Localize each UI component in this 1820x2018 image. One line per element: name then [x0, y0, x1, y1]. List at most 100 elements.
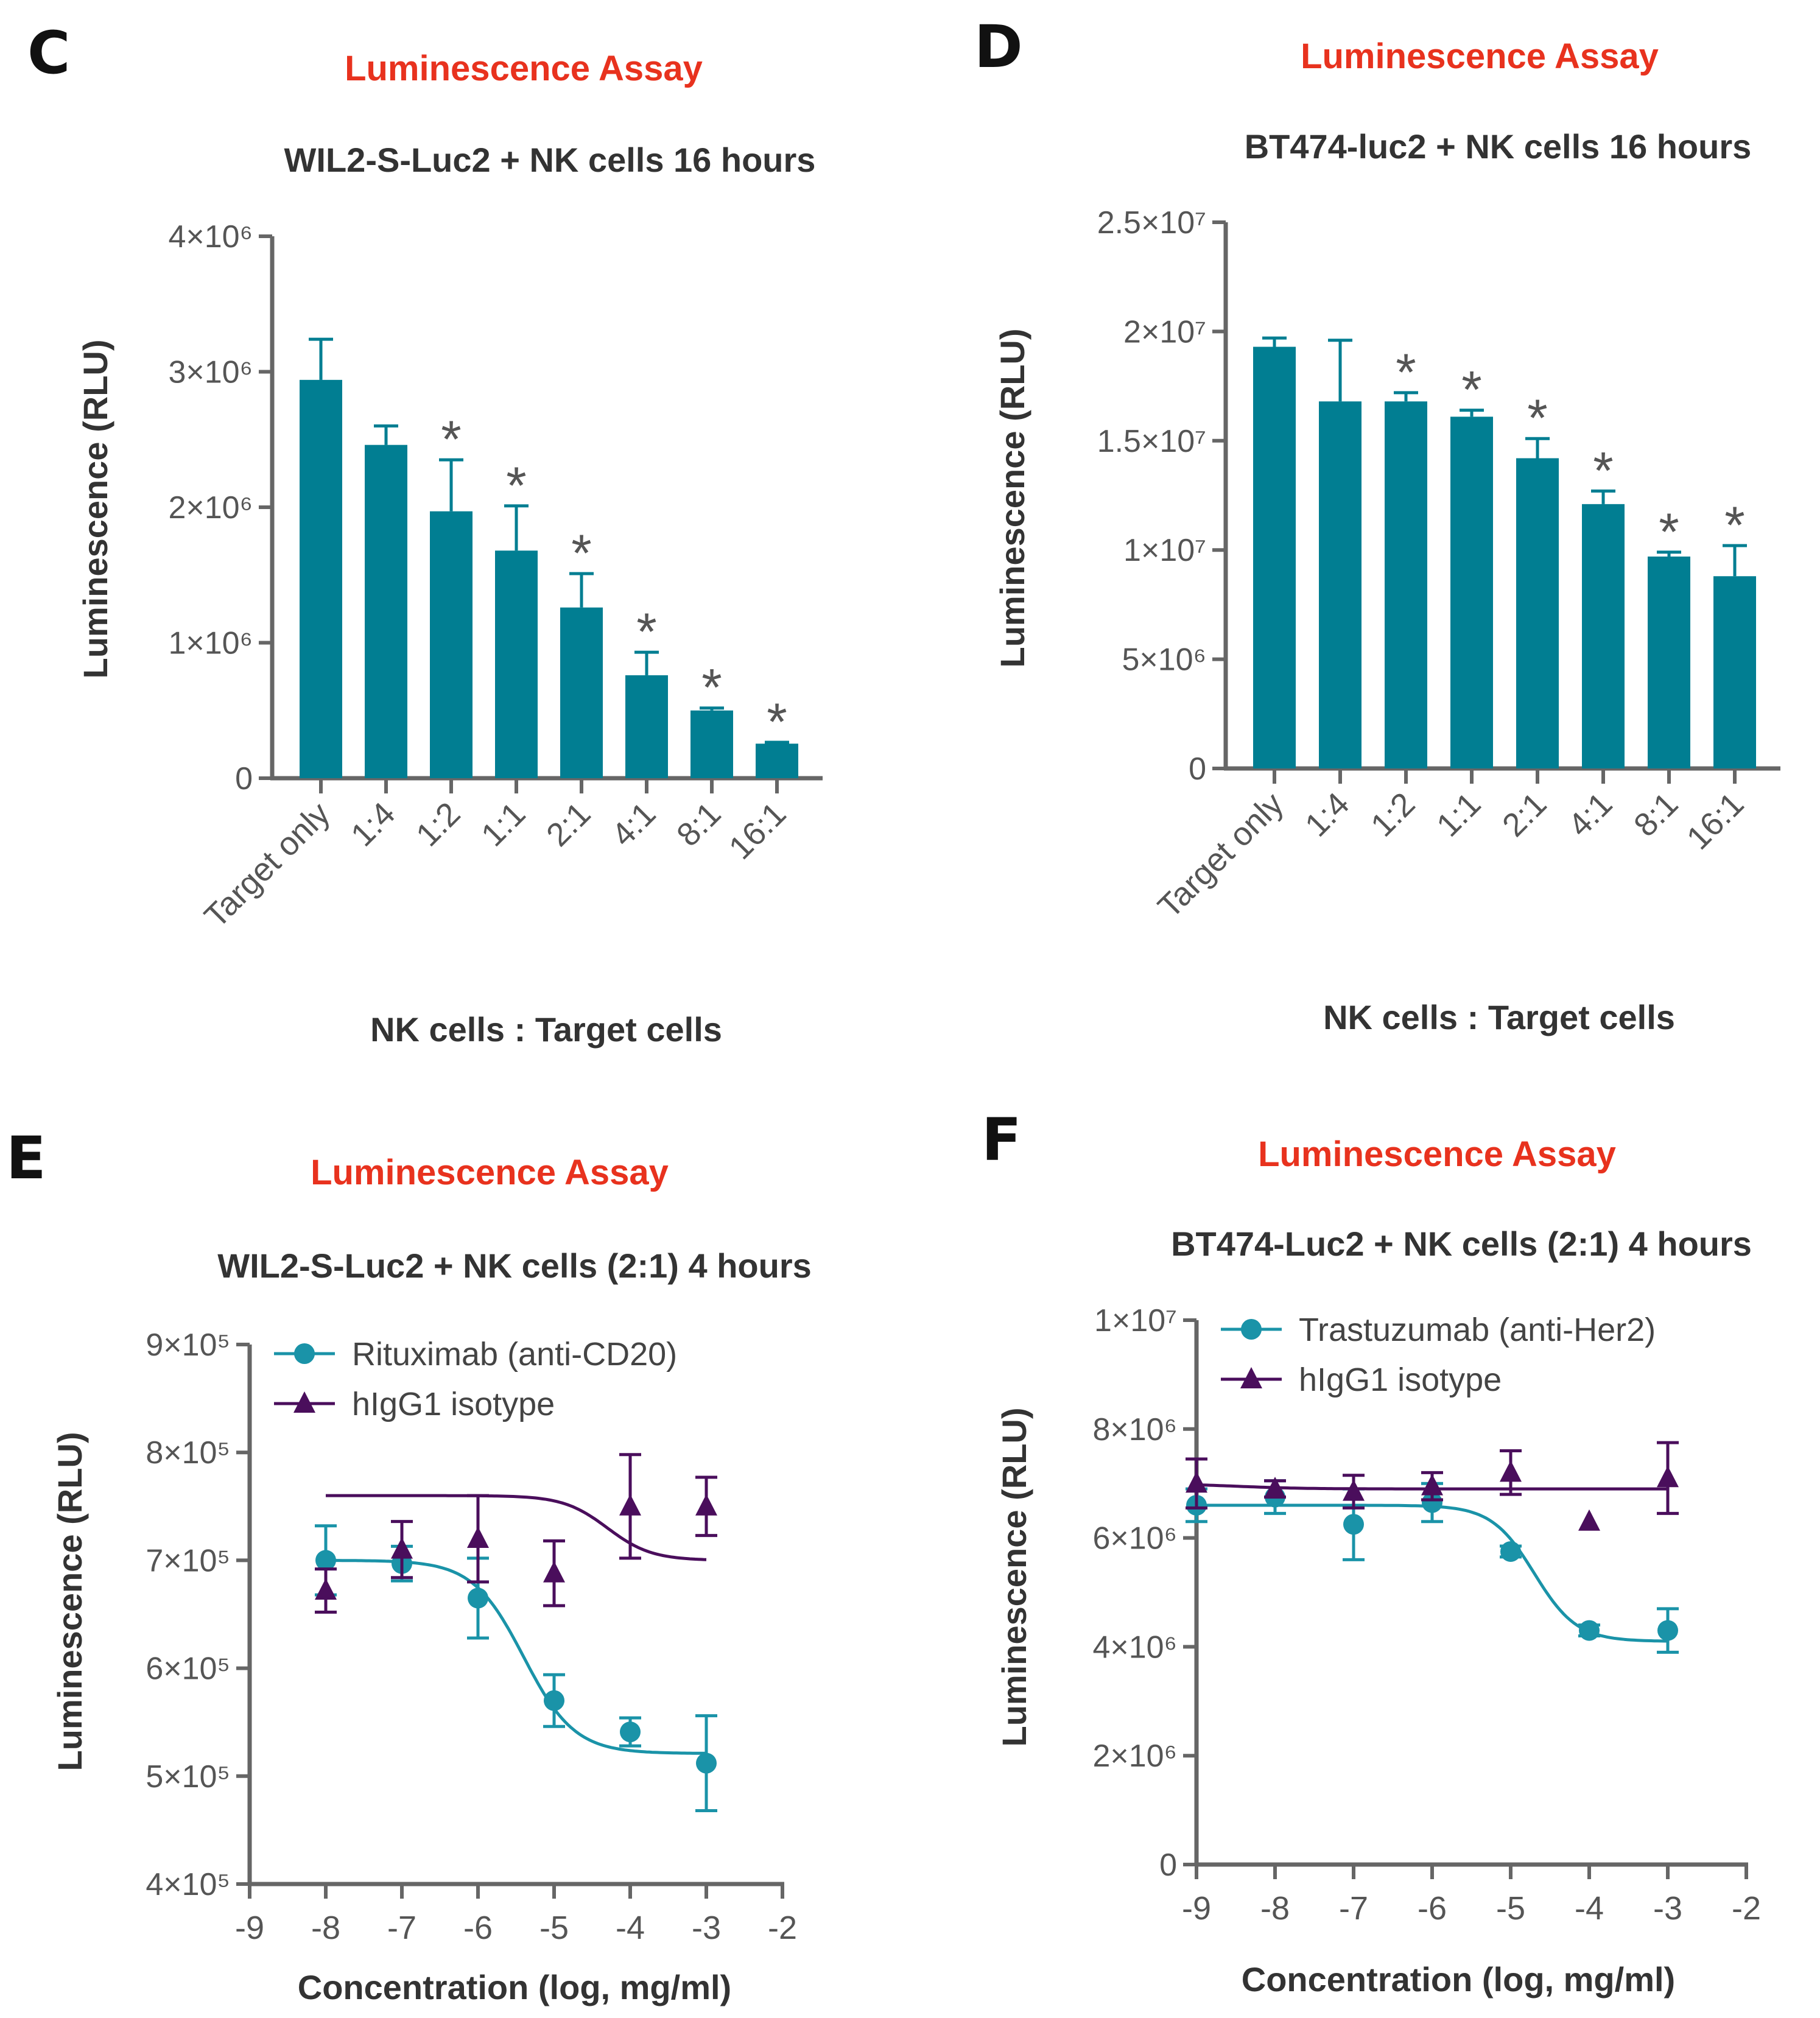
x-tick-label: -4 [1575, 1890, 1604, 1927]
bar [1648, 556, 1690, 768]
bar [1516, 458, 1559, 768]
panel-d: D Luminescence Assay BT474-luc2 + NK cel… [974, 13, 1780, 1036]
bar [300, 379, 342, 778]
chart-title-c: WIL2-S-Luc2 + NK cells 16 hours [284, 141, 816, 179]
chart-title-f: BT474-Luc2 + NK cells (2:1) 4 hours [1171, 1225, 1752, 1263]
bar [365, 445, 407, 778]
significance-star: * [767, 693, 787, 751]
x-tick-label: 1:1 [1430, 786, 1488, 844]
x-tick-label: Target only [197, 795, 337, 935]
x-tick-label: -7 [1339, 1890, 1368, 1927]
x-tick-label: 1:4 [1298, 786, 1357, 844]
x-tick-label: -6 [1418, 1890, 1447, 1927]
panel-letter-d: D [974, 13, 1023, 81]
data-point-triangle [391, 1537, 413, 1559]
y-tick-label: 5×10⁶ [1122, 642, 1206, 678]
x-tick-label: -8 [1260, 1890, 1290, 1927]
y-tick-label: 4×10⁵ [146, 1867, 230, 1902]
x-tick-label: -6 [463, 1910, 493, 1946]
y-tick-label: 1.5×10⁷ [1097, 424, 1206, 459]
significance-star: * [1659, 503, 1679, 561]
legend-marker-triangle [1240, 1367, 1262, 1388]
bar [1253, 346, 1296, 768]
x-tick-label: 2:1 [1495, 786, 1554, 844]
x-axis-label-d: NK cells : Target cells [1323, 998, 1675, 1036]
panel-letter-e: E [6, 1124, 46, 1192]
bar [1450, 417, 1493, 768]
y-tick-label: 2×10⁷ [1123, 314, 1206, 350]
data-point-triangle [695, 1494, 717, 1516]
data-point-triangle [1186, 1471, 1207, 1493]
chart-title-e: WIL2-S-Luc2 + NK cells (2:1) 4 hours [217, 1246, 812, 1285]
bar [430, 511, 473, 778]
x-tick-label: 1:2 [1364, 786, 1422, 844]
significance-star: * [1593, 441, 1613, 500]
x-tick-label: 1:1 [474, 795, 533, 854]
y-tick-label: 2.5×10⁷ [1097, 205, 1206, 241]
significance-star: * [1461, 361, 1481, 420]
plot-area-d: 0 5×10⁶ 1×10⁷ 1.5×10⁷ 2×10⁷ 2.5×10⁷ Target onl… [1097, 205, 1780, 925]
assay-title-d: Luminescence Assay [1301, 37, 1659, 76]
y-tick-label: 9×10⁵ [146, 1327, 230, 1363]
data-point-triangle [1343, 1479, 1365, 1501]
y-tick-label: 0 [235, 761, 253, 796]
data-point-circle [1500, 1541, 1521, 1562]
significance-star: * [1396, 343, 1416, 402]
data-point-triangle [619, 1494, 641, 1516]
data-point-triangle [467, 1526, 489, 1548]
x-tick-label: -3 [1653, 1890, 1682, 1927]
x-tick-label: -8 [311, 1910, 340, 1946]
y-tick-label: 0 [1159, 1847, 1177, 1883]
significance-star: * [636, 603, 656, 661]
data-point-circle [1422, 1492, 1442, 1513]
bar [1385, 401, 1427, 768]
y-tick-label: 2×10⁶ [168, 490, 253, 526]
bar [560, 607, 603, 778]
bar [625, 675, 668, 778]
y-axis-label-f: Luminescence (RLU) [995, 1408, 1033, 1747]
data-point-circle [1579, 1620, 1600, 1641]
y-tick-label: 6×10⁵ [146, 1651, 230, 1687]
bar [1319, 401, 1361, 768]
significance-star: * [1527, 389, 1547, 448]
x-tick-label: 16:1 [722, 795, 793, 867]
data-point-triangle [1657, 1466, 1679, 1488]
legend-label: hIgG1 isotype [1299, 1362, 1502, 1398]
y-tick-label: 4×10⁶ [168, 219, 253, 255]
data-point-triangle [315, 1578, 337, 1600]
significance-star: * [441, 410, 461, 469]
x-tick-label: -2 [768, 1910, 797, 1946]
fit-curve [326, 1559, 706, 1755]
data-point-triangle [543, 1561, 565, 1583]
y-tick-label: 1×10⁷ [1094, 1303, 1177, 1338]
panel-letter-f: F [982, 1106, 1022, 1174]
plot-area-e: 4×10⁵ 5×10⁵ 6×10⁵ 7×10⁵ 8×10⁵ 9×10⁵ -9 -8 -7 -6 -5… [146, 1327, 797, 1946]
y-tick-label: 1×10⁶ [168, 626, 253, 661]
assay-title-c: Luminescence Assay [345, 49, 703, 88]
bar [1582, 504, 1625, 768]
x-tick-label: 8:1 [1627, 786, 1685, 844]
x-tick-label: 2:1 [539, 795, 598, 854]
x-axis-label-c: NK cells : Target cells [370, 1010, 722, 1049]
x-tick-label: 4:1 [1561, 786, 1620, 844]
legend-label: Rituximab (anti-CD20) [352, 1336, 677, 1373]
y-axis-label-c: Luminescence (RLU) [76, 340, 114, 679]
plot-area-c: 0 1×10⁶ 2×10⁶ 3×10⁶ 4×10⁶ Target only 1:4 1:2 * 1… [168, 219, 823, 935]
significance-star: * [701, 659, 722, 717]
panel-letter-c: C [27, 19, 70, 87]
x-tick-label: 8:1 [670, 795, 728, 854]
bar [756, 744, 798, 778]
panel-c: C Luminescence Assay WIL2-S-Luc2 + NK ce… [27, 19, 823, 1049]
x-tick-label: -3 [692, 1910, 721, 1946]
data-point-circle [468, 1587, 488, 1609]
x-tick-label: -2 [1732, 1890, 1761, 1927]
data-point-triangle [1421, 1474, 1443, 1496]
significance-star: * [1724, 496, 1744, 555]
y-tick-label: 6×10⁶ [1092, 1521, 1177, 1556]
data-point-triangle [1264, 1477, 1286, 1499]
data-point-circle [544, 1690, 564, 1711]
data-point-circle [696, 1753, 717, 1774]
data-point-triangle [1578, 1509, 1600, 1531]
data-point-circle [1343, 1514, 1364, 1535]
